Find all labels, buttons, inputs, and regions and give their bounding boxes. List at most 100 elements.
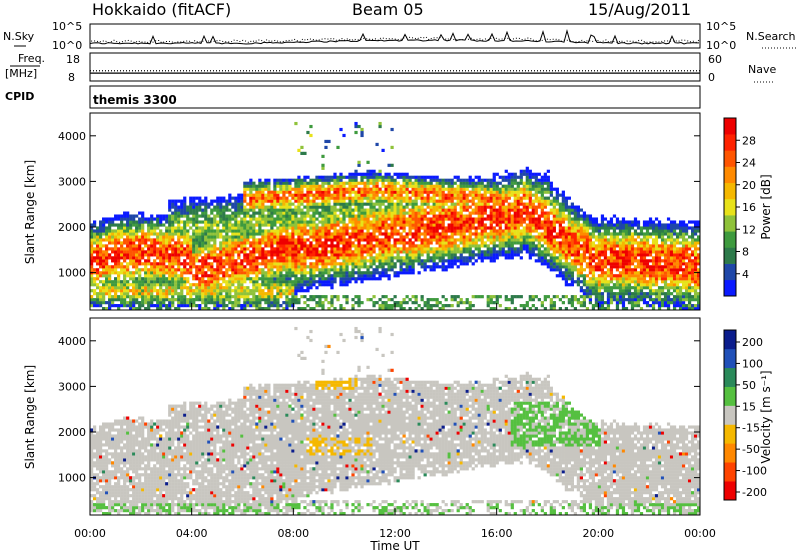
power-cell bbox=[210, 256, 214, 260]
power-cell bbox=[318, 256, 322, 260]
power-cell bbox=[198, 199, 202, 203]
power-cell bbox=[258, 202, 262, 206]
power-cell bbox=[177, 280, 181, 284]
power-cell bbox=[264, 280, 268, 284]
power-cell bbox=[354, 184, 358, 188]
power-cell bbox=[138, 235, 142, 239]
power-cell bbox=[303, 301, 307, 305]
power-cell bbox=[378, 208, 382, 212]
power-cell bbox=[300, 244, 304, 248]
date-title: 15/Aug/2011 bbox=[588, 0, 691, 19]
power-cell bbox=[516, 232, 520, 236]
power-cell bbox=[285, 283, 289, 287]
power-cell bbox=[414, 295, 418, 299]
power-cell bbox=[384, 199, 388, 203]
power-cell bbox=[261, 250, 265, 254]
power-cell bbox=[279, 304, 283, 308]
power-cell bbox=[270, 217, 274, 221]
power-cell bbox=[288, 274, 292, 278]
power-cell bbox=[549, 223, 553, 227]
power-cell bbox=[345, 190, 349, 194]
power-cell bbox=[138, 280, 142, 284]
power-cell bbox=[342, 223, 346, 227]
power-cell bbox=[474, 187, 478, 191]
power-cell bbox=[492, 259, 496, 263]
power-cell bbox=[114, 277, 118, 281]
power-cell bbox=[384, 238, 388, 242]
power-cell bbox=[360, 175, 364, 179]
power-cell bbox=[216, 280, 220, 284]
power-cell bbox=[423, 229, 427, 233]
power-cell bbox=[339, 247, 343, 251]
power-cell bbox=[288, 250, 292, 254]
power-cell bbox=[327, 235, 331, 239]
power-cell bbox=[447, 235, 451, 239]
power-cell bbox=[300, 274, 304, 278]
power-cell bbox=[270, 292, 274, 296]
power-cell bbox=[270, 289, 274, 293]
power-cell bbox=[330, 265, 334, 269]
power-cell bbox=[183, 199, 187, 203]
power-cell bbox=[348, 235, 352, 239]
power-cell bbox=[372, 217, 376, 221]
power-cell bbox=[99, 274, 103, 278]
power-cell bbox=[513, 229, 517, 233]
power-cell bbox=[225, 238, 229, 242]
power-cell bbox=[96, 277, 100, 281]
power-cell bbox=[294, 220, 298, 224]
power-cell bbox=[174, 205, 178, 209]
power-cell bbox=[141, 289, 145, 293]
power-cell bbox=[117, 229, 121, 233]
power-cell bbox=[333, 265, 337, 269]
power-cell bbox=[405, 217, 409, 221]
power-cell bbox=[252, 259, 256, 263]
power-cell bbox=[525, 205, 529, 209]
power-cell bbox=[330, 208, 334, 212]
power-cell bbox=[261, 283, 265, 287]
power-cell bbox=[339, 178, 343, 182]
power-cell bbox=[342, 271, 346, 275]
power-cell bbox=[387, 304, 391, 308]
power-cell bbox=[270, 241, 274, 245]
power-cell bbox=[276, 202, 280, 206]
power-cell bbox=[237, 265, 241, 269]
power-cell bbox=[318, 244, 322, 248]
power-cell bbox=[483, 241, 487, 245]
power-cell bbox=[150, 253, 154, 257]
power-cell bbox=[204, 307, 208, 311]
power-cell bbox=[216, 295, 220, 299]
power-cell bbox=[297, 265, 301, 269]
power-cell bbox=[222, 307, 226, 311]
power-cell bbox=[303, 223, 307, 227]
power-cell bbox=[216, 262, 220, 266]
power-cell bbox=[264, 265, 268, 269]
power-cell bbox=[456, 229, 460, 233]
power-cell bbox=[240, 238, 244, 242]
power-cell bbox=[165, 307, 169, 311]
power-cell bbox=[420, 253, 424, 257]
power-cell bbox=[462, 247, 466, 251]
power-cell bbox=[459, 259, 463, 263]
power-cell bbox=[339, 235, 343, 239]
power-cell bbox=[162, 235, 166, 239]
power-cell bbox=[549, 226, 553, 230]
power-cell bbox=[195, 247, 199, 251]
power-cell bbox=[549, 190, 553, 194]
power-cell bbox=[495, 214, 499, 218]
power-cell bbox=[318, 196, 322, 200]
power-cell bbox=[261, 208, 265, 212]
power-cell bbox=[438, 202, 442, 206]
power-cell bbox=[462, 226, 466, 230]
power-cell bbox=[435, 190, 439, 194]
power-cell bbox=[432, 205, 436, 209]
power-cell bbox=[210, 289, 214, 293]
power-cell bbox=[534, 184, 538, 188]
power-cell bbox=[483, 199, 487, 203]
power-cell bbox=[228, 277, 232, 281]
power-cell bbox=[192, 301, 196, 305]
power-cell bbox=[525, 211, 529, 215]
power-cell bbox=[309, 181, 313, 185]
power-cell bbox=[288, 247, 292, 251]
power-cell bbox=[462, 190, 466, 194]
power-cell bbox=[99, 259, 103, 263]
